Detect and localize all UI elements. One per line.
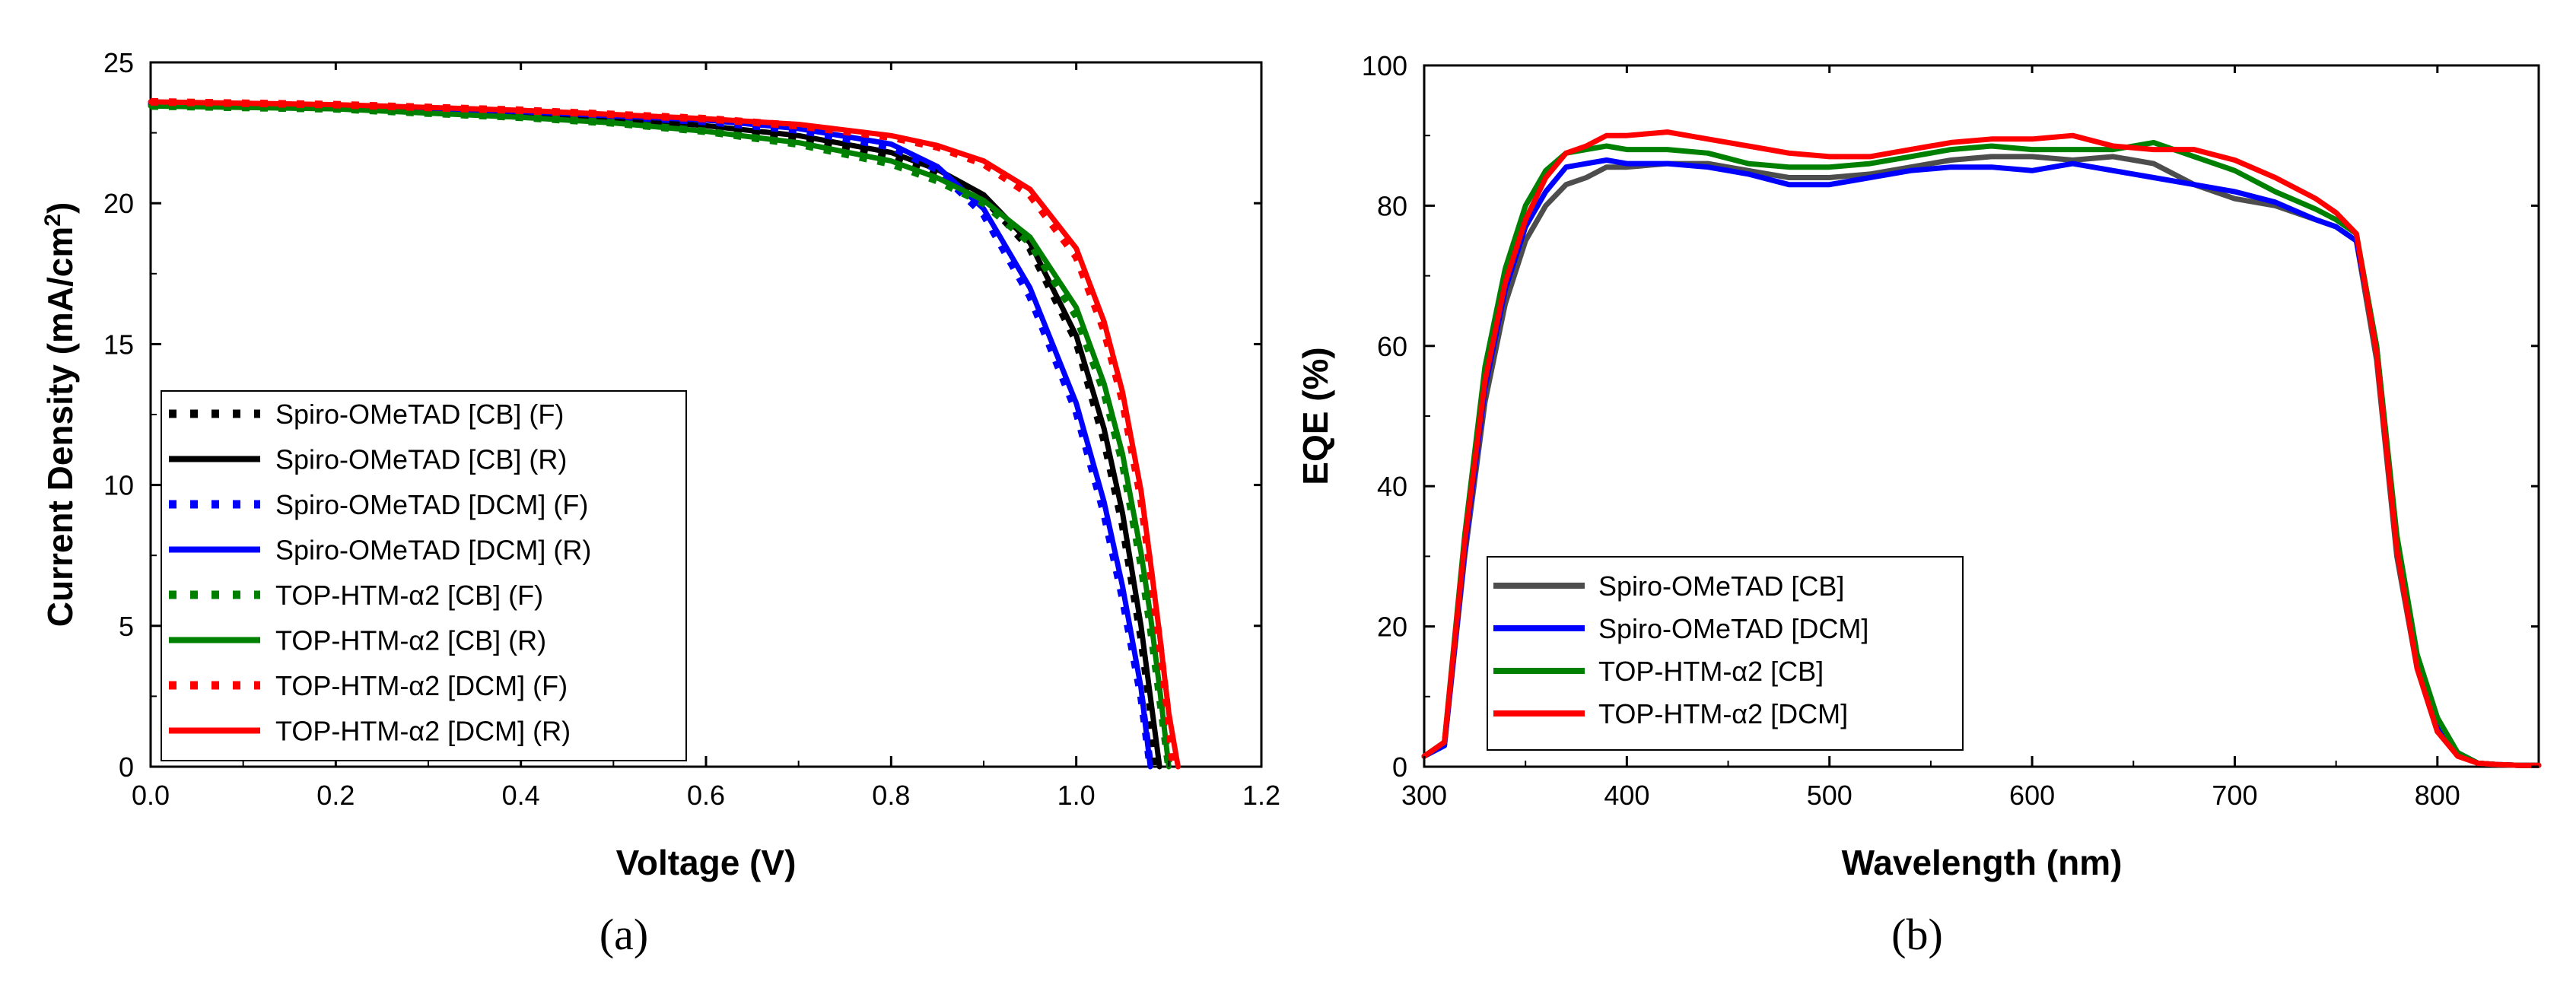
y-tick-label-a: 0 [119, 751, 134, 783]
x-tick-label-a: 0.2 [316, 780, 355, 811]
x-tick-label-b: 400 [1604, 780, 1649, 811]
y-tick-label-a: 5 [119, 611, 134, 642]
legend-a: Spiro-OMeTAD [CB] (F) Spiro-OMeTAD [CB] (… [161, 390, 687, 761]
x-tick-label-a: 1.0 [1057, 780, 1096, 811]
y-tick-label-b: 0 [1392, 751, 1407, 783]
panel-label-b: (b) [1891, 910, 1943, 959]
y-tick-label-b: 100 [1362, 50, 1407, 81]
y-axis-title-a: Current Density (mA/cm2) [40, 202, 81, 628]
series-group-b [1421, 129, 2542, 768]
legend-label-top-htm-2-cb-r: TOP-HTM-α2 [CB] (R) [275, 625, 546, 656]
legend-label-spiro-ometad-cb-r: Spiro-OMeTAD [CB] (R) [275, 444, 567, 475]
y-axis-title-b: EQE (%) [1296, 347, 1335, 485]
legend-label-top-htm-2-cb-f: TOP-HTM-α2 [CB] (F) [275, 580, 543, 611]
y-ticks-a: 0 5 10 15 20 25 [103, 47, 1261, 783]
x-tick-label-b: 300 [1401, 780, 1447, 811]
y-tick-label-a: 20 [103, 188, 134, 219]
x-axis-title-a: Voltage (V) [616, 843, 797, 882]
x-ticks-b: 300 400 500 600 700 800 [1401, 65, 2460, 811]
legend-label-top-htm-2-dcm-r: TOP-HTM-α2 [DCM] (R) [275, 716, 571, 747]
series-line-b-top-htm-2-dcm [1421, 129, 2542, 768]
x-tick-label-a: 0.4 [502, 780, 540, 811]
x-axis-title-b: Wavelength (nm) [1842, 843, 2123, 882]
panel-label-a: (a) [599, 910, 648, 959]
legend-label-top-htm-2-dcm-f: TOP-HTM-α2 [DCM] (F) [275, 670, 568, 701]
series-line-a-top-htm-2-cb-r [148, 103, 1172, 770]
y-tick-label-b: 60 [1377, 331, 1407, 362]
legend-label-spiro-ometad-dcm: Spiro-OMeTAD [DCM] [1598, 613, 1868, 644]
y-tick-label-b: 20 [1377, 612, 1407, 643]
x-tick-label-a: 0.6 [687, 780, 725, 811]
x-tick-label-a: 1.2 [1242, 780, 1280, 811]
y-tick-label-a: 25 [103, 47, 134, 78]
legend-label-spiro-ometad-dcm-f: Spiro-OMeTAD [DCM] (F) [275, 489, 588, 520]
x-tick-label-b: 600 [2009, 780, 2055, 811]
y-tick-label-b: 80 [1377, 190, 1407, 221]
x-tick-label-a: 0.8 [872, 780, 910, 811]
legend-label-top-htm-2-cb: TOP-HTM-α2 [CB] [1598, 656, 1824, 687]
x-tick-label-b: 700 [2212, 780, 2257, 811]
legend-frame-b [1487, 556, 1964, 751]
panel-a-jv-curves: 0.0 0.2 0.4 0.6 0.8 1.0 1.2 0 5 10 15 20 25 Voltage… [40, 47, 1281, 959]
y-tick-label-b: 40 [1377, 471, 1407, 502]
y-tick-label-a: 10 [103, 470, 134, 501]
x-tick-label-a: 0.0 [132, 780, 170, 811]
legend-label-spiro-ometad-dcm-r: Spiro-OMeTAD [DCM] (R) [275, 535, 591, 566]
series-group-a [148, 97, 1181, 770]
legend-label-spiro-ometad-cb-f: Spiro-OMeTAD [CB] (F) [275, 399, 564, 430]
legend-b: Spiro-OMeTAD [CB] Spiro-OMeTAD [DCM] TOP-H… [1487, 556, 1964, 751]
series-line-a-top-htm-2-dcm-r [148, 99, 1181, 770]
x-ticks-a: 0.0 0.2 0.4 0.6 0.8 1.0 1.2 [132, 62, 1280, 811]
panel-b-eqe-spectra: 300 400 500 600 700 800 0 20 40 60 80 100 Waveleng… [1296, 50, 2542, 959]
y-ticks-b: 0 20 40 60 80 100 [1362, 50, 2539, 783]
x-tick-label-b: 800 [2415, 780, 2460, 811]
legend-label-spiro-ometad-cb: Spiro-OMeTAD [CB] [1598, 570, 1844, 602]
y-tick-label-a: 15 [103, 329, 134, 360]
x-tick-label-b: 500 [1807, 780, 1852, 811]
legend-frame-a [161, 390, 687, 761]
legend-label-top-htm-2-dcm: TOP-HTM-α2 [DCM] [1598, 698, 1848, 729]
